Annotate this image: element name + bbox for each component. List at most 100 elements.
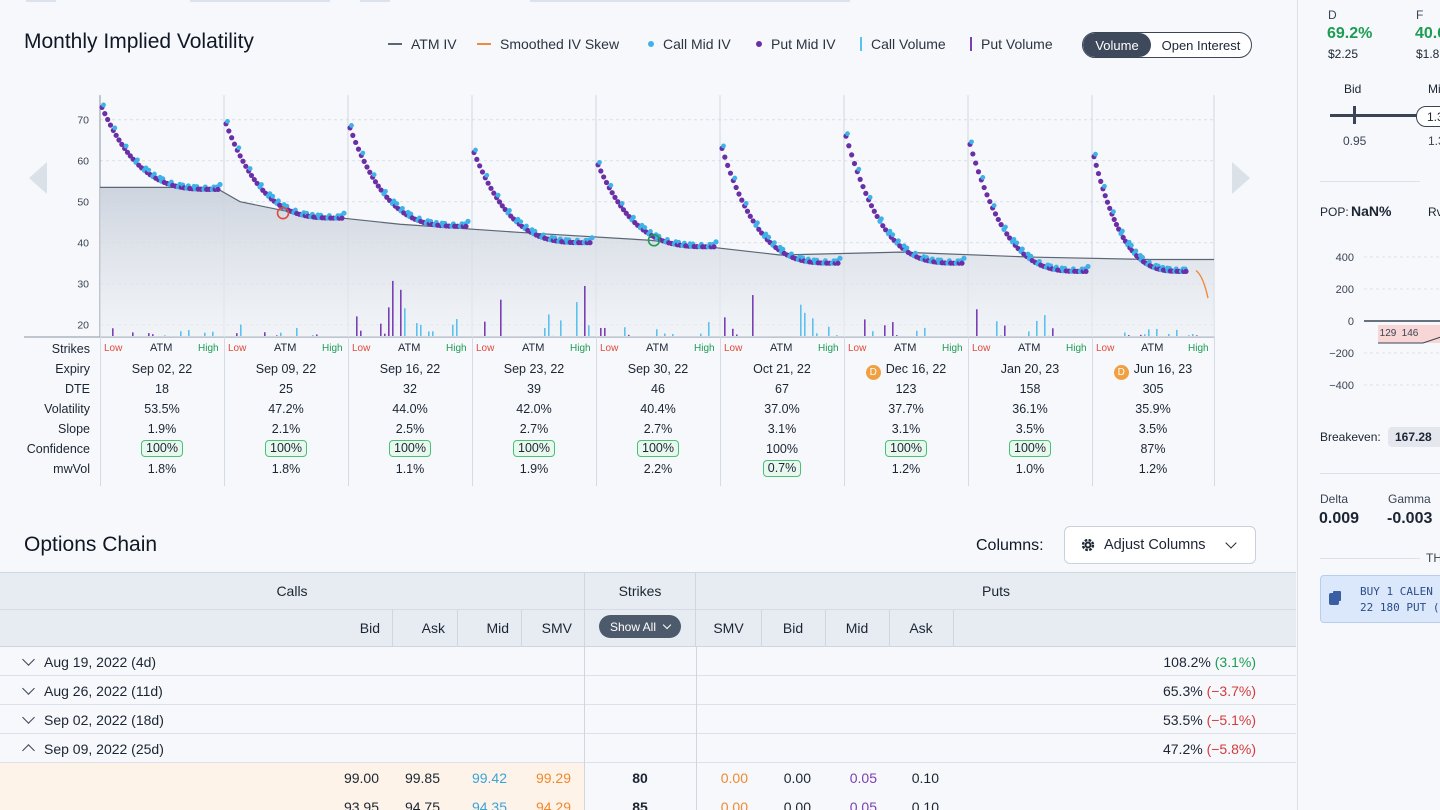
calls-col-mid[interactable]: Mid	[457, 610, 521, 647]
c-bid-cell[interactable]: 99.00	[343, 770, 379, 786]
expiry-cell[interactable]: Sep 02, 22	[100, 362, 224, 376]
p-smv-cell[interactable]: 0.00	[720, 770, 748, 786]
c-bid-cell[interactable]: 93.95	[343, 799, 379, 810]
expiry-cell[interactable]: D Dec 16, 22	[844, 362, 968, 380]
call-mid-iv-dot	[532, 228, 538, 234]
put-volume-bar	[604, 327, 606, 337]
dte-cell: 305	[1142, 382, 1164, 396]
call-volume-bar	[456, 319, 458, 337]
chart-prev-arrow-icon[interactable]	[29, 162, 47, 194]
c-ask-cell[interactable]: 94.75	[404, 799, 440, 810]
toggle-volume[interactable]: Volume	[1083, 33, 1151, 57]
p-ask-cell[interactable]: 0.10	[911, 799, 939, 810]
calls-col-smv[interactable]: SMV	[521, 610, 584, 647]
call-mid-iv-dot	[484, 172, 490, 178]
c-ask-cell[interactable]: 99.85	[404, 770, 440, 786]
expiry-cell[interactable]: Sep 23, 22	[472, 362, 596, 376]
call-mid-iv-dot	[1102, 183, 1107, 189]
put-mid-iv-dot	[1095, 170, 1102, 177]
strike-column-border	[584, 647, 585, 676]
puts-col-ask[interactable]: Ask	[889, 610, 953, 647]
puts-col-mid[interactable]: Mid	[825, 610, 889, 647]
confidence-pill: 100%	[885, 440, 927, 457]
legend-label: Smoothed IV Skew	[500, 36, 620, 52]
price-slider-handle[interactable]	[1353, 106, 1356, 124]
expiration-row[interactable]: Sep 09, 2022 (25d) 47.2% (−5.8%)	[0, 734, 1296, 763]
expiry-cell[interactable]: Jan 20, 23	[968, 362, 1092, 376]
calls-col-ask[interactable]: Ask	[392, 610, 457, 647]
puts-col-smv[interactable]: SMV	[696, 610, 761, 647]
table-row[interactable]: 93.95 94.75 94.35 94.29 85 0.00 0.00 0.05 0.10	[0, 792, 1296, 810]
strike-cell: 85	[632, 799, 648, 810]
show-all-strikes-dropdown[interactable]: Show All	[599, 615, 681, 638]
chart-next-arrow-icon[interactable]	[1232, 162, 1250, 194]
price-slider-track[interactable]	[1330, 114, 1440, 117]
confidence-pill: 100%	[637, 440, 679, 457]
y-tick-label: 30	[77, 279, 89, 291]
adjust-columns-button[interactable]: Adjust Columns	[1064, 526, 1256, 564]
confidence-pill: 100%	[389, 440, 431, 457]
y-tick-label: 60	[77, 156, 89, 168]
put-mid-iv-dot	[868, 203, 875, 209]
c-smv-cell[interactable]: 94.29	[535, 799, 571, 810]
put-mid-iv-dot	[846, 143, 852, 149]
put-mid-iv-dot	[477, 163, 483, 169]
chevron-down-icon	[662, 620, 672, 629]
slope-cell: 2.7%	[519, 422, 549, 436]
chevron-down-icon[interactable]	[22, 711, 35, 724]
put-mid-iv-dot	[463, 223, 469, 229]
c-mid-cell[interactable]: 99.42	[471, 770, 507, 786]
pl-y-tick: 400	[1336, 252, 1354, 264]
breakeven-label: Breakeven:	[1320, 430, 1381, 444]
expiration-row[interactable]: Aug 19, 2022 (4d) 108.2% (3.1%)	[0, 647, 1296, 676]
chevron-down-icon[interactable]	[22, 682, 35, 695]
expiry-cell[interactable]: D Jun 16, 23	[1092, 362, 1214, 380]
expiry-cell[interactable]: Sep 16, 22	[348, 362, 472, 376]
puts-col-bid[interactable]: Bid	[761, 610, 825, 647]
expiration-row[interactable]: Sep 02, 2022 (18d) 53.5% (−5.1%)	[0, 705, 1296, 734]
expiry-cell[interactable]: Sep 30, 22	[596, 362, 720, 376]
put-mid-iv-dot	[231, 141, 238, 147]
bar-marker-icon	[860, 37, 862, 51]
volume-oi-toggle[interactable]: Volume Open Interest	[1082, 32, 1252, 58]
slope-cell: 3.1%	[767, 422, 797, 436]
smoothed-iv-skew-line	[1195, 270, 1209, 299]
calls-col-bid[interactable]: Bid	[328, 610, 392, 647]
copy-icon[interactable]	[1329, 593, 1339, 605]
p-smv-cell[interactable]: 0.00	[720, 799, 748, 810]
dte-cell: 39	[527, 382, 541, 396]
call-mid-iv-dot	[341, 210, 347, 216]
call-mid-iv-dot	[867, 194, 873, 200]
call-mid-iv-dot	[619, 200, 625, 206]
chevron-down-icon[interactable]	[22, 653, 35, 666]
expiration-row[interactable]: Aug 26, 2022 (11d) 65.3% (−3.7%)	[0, 676, 1296, 705]
p-bid-cell[interactable]: 0.00	[783, 799, 811, 810]
c-smv-cell[interactable]: 99.29	[535, 770, 571, 786]
put-mid-iv-dot	[499, 203, 505, 209]
table-row[interactable]: 99.00 99.85 99.42 99.29 80 0.00 0.00 0.05 0.10	[0, 763, 1296, 792]
dividend-badge-icon: D	[1113, 365, 1129, 380]
call-mid-iv-dot	[135, 157, 140, 163]
call-mid-iv-dot	[217, 181, 223, 188]
put-volume-bar	[600, 327, 602, 337]
p-mid-cell[interactable]: 0.05	[849, 770, 877, 786]
put-mid-iv-dot	[860, 183, 866, 190]
th-label: TH	[1426, 551, 1440, 565]
order-preview[interactable]: BUY 1 CALEN 22 180 PUT (	[1320, 575, 1440, 623]
toggle-open-interest[interactable]: Open Interest	[1161, 37, 1241, 53]
put-volume-bar	[380, 323, 382, 337]
c-mid-cell[interactable]: 94.35	[471, 799, 507, 810]
p-ask-cell[interactable]: 0.10	[911, 770, 939, 786]
p-mid-cell[interactable]: 0.05	[849, 799, 877, 810]
put-mid-iv-dot	[124, 149, 131, 155]
chevron-up-icon[interactable]	[22, 744, 35, 757]
put-mid-iv-dot	[871, 208, 877, 214]
p-bid-cell[interactable]: 0.00	[783, 770, 811, 786]
call-mid-iv-dot	[383, 188, 388, 194]
strike-column-border	[696, 734, 697, 763]
expiry-cell[interactable]: Oct 21, 22	[720, 362, 844, 376]
call-mid-iv-dot	[1003, 224, 1008, 230]
mid-price-box[interactable]: 1.3	[1416, 106, 1440, 127]
show-all-label: Show All	[609, 619, 657, 634]
expiry-cell[interactable]: Sep 09, 22	[224, 362, 348, 376]
